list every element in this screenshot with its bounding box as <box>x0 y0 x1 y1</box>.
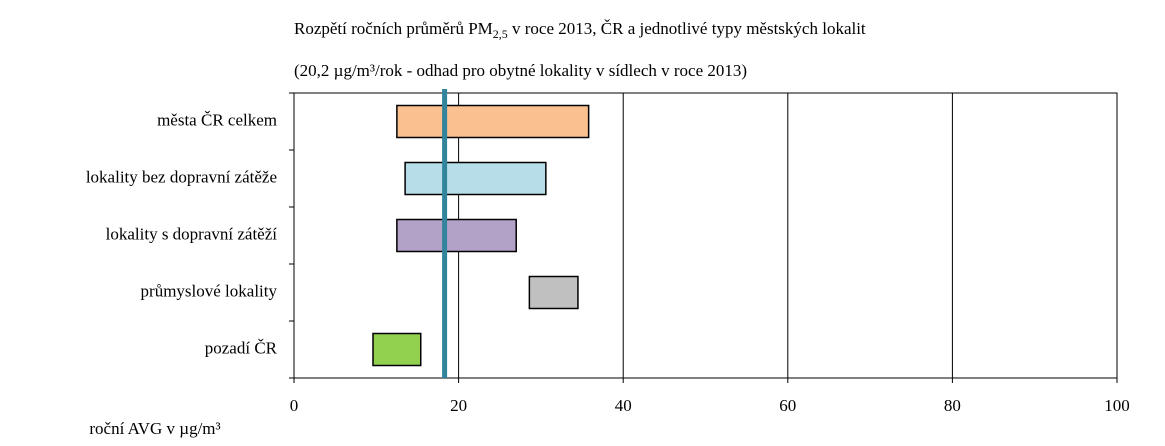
x-axis-label: roční AVG v µg/m³ <box>89 419 220 438</box>
y-tick-label: průmyslové lokality <box>141 281 278 300</box>
chart-title: Rozpětí ročních průměrů PM2,5 v roce 201… <box>294 19 866 41</box>
title-part: Rozpětí ročních průměrů PM <box>294 19 493 38</box>
x-tick-label: 40 <box>615 396 632 415</box>
bar <box>396 218 517 253</box>
chart-subtitle: (20,2 µg/m³/rok - odhad pro obytné lokal… <box>294 61 747 80</box>
y-tick-label: města ČR celkem <box>157 110 277 129</box>
y-tick-label: pozadí ČR <box>205 338 278 357</box>
x-tick-label: 80 <box>944 396 961 415</box>
y-tick-label: lokality s dopravní zátěží <box>106 224 278 243</box>
title-subscript: 2,5 <box>493 27 508 41</box>
x-tick-label: 0 <box>290 396 299 415</box>
x-tick-label: 60 <box>779 396 796 415</box>
bar <box>372 332 422 367</box>
bar <box>404 161 547 196</box>
bar <box>396 104 590 139</box>
bar <box>528 275 579 310</box>
x-tick-label: 20 <box>450 396 467 415</box>
y-tick-label: lokality bez dopravní zátěže <box>86 167 277 186</box>
x-tick-label: 100 <box>1104 396 1130 415</box>
title-part: v roce 2013, ČR a jednotlivé typy městsk… <box>508 19 866 38</box>
plot-frame <box>293 92 1118 379</box>
